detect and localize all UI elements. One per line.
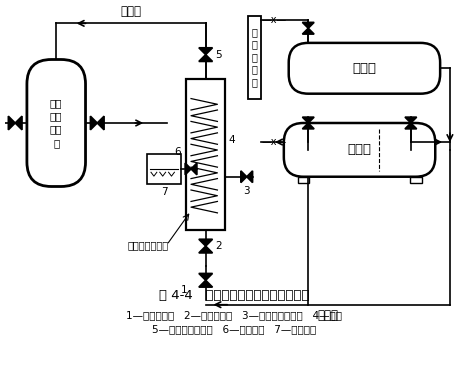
Text: 1: 1	[181, 285, 188, 295]
Polygon shape	[199, 280, 212, 287]
Polygon shape	[191, 163, 197, 175]
Text: 5—降压（回气）阀   6—放空气阀   7—盛水容器: 5—降压（回气）阀 6—放空气阀 7—盛水容器	[152, 324, 316, 334]
Polygon shape	[405, 123, 416, 129]
Polygon shape	[405, 117, 416, 123]
Text: 1—供液膨胀阀   2—回液节流阀   3—混合气体进气阀   4—盘管: 1—供液膨胀阀 2—回液节流阀 3—混合气体进气阀 4—盘管	[126, 310, 342, 320]
Polygon shape	[97, 116, 104, 130]
Text: 7: 7	[161, 188, 167, 198]
Polygon shape	[303, 22, 314, 28]
FancyBboxPatch shape	[289, 43, 440, 94]
Bar	[410, 177, 422, 182]
Text: 储液器: 储液器	[348, 143, 371, 157]
Polygon shape	[199, 55, 212, 61]
FancyBboxPatch shape	[284, 123, 435, 177]
Text: 降压管: 降压管	[121, 6, 142, 18]
Polygon shape	[199, 48, 212, 55]
Text: 图 4-4   氨制冷系统放空气操作示意图: 图 4-4 氨制冷系统放空气操作示意图	[159, 289, 309, 302]
Polygon shape	[241, 171, 247, 182]
Polygon shape	[303, 28, 314, 34]
Polygon shape	[247, 171, 253, 182]
Bar	[147, 154, 181, 184]
Bar	[186, 79, 225, 231]
Polygon shape	[199, 273, 212, 280]
Bar	[248, 16, 261, 98]
Polygon shape	[8, 116, 15, 130]
Text: 低压
循环
储液
器: 低压 循环 储液 器	[50, 98, 62, 148]
Text: —x—: —x—	[261, 16, 287, 26]
Polygon shape	[185, 163, 191, 175]
Polygon shape	[91, 116, 97, 130]
Polygon shape	[15, 116, 22, 130]
Text: —x—: —x—	[261, 137, 287, 147]
Text: 4: 4	[228, 135, 235, 145]
Polygon shape	[199, 246, 212, 253]
Text: 立式空气分离器: 立式空气分离器	[128, 240, 169, 250]
Text: 3: 3	[243, 186, 250, 196]
Text: 混
合
气
体
管: 混 合 气 体 管	[251, 27, 257, 87]
Text: 2: 2	[215, 241, 222, 251]
Polygon shape	[303, 123, 314, 129]
FancyBboxPatch shape	[27, 60, 85, 186]
Text: 5: 5	[215, 50, 222, 60]
Polygon shape	[303, 117, 314, 123]
Text: 供液器: 供液器	[318, 309, 338, 322]
Bar	[297, 177, 309, 182]
Text: 冷凝器: 冷凝器	[352, 62, 377, 75]
Text: 6: 6	[174, 147, 181, 157]
Polygon shape	[199, 239, 212, 246]
